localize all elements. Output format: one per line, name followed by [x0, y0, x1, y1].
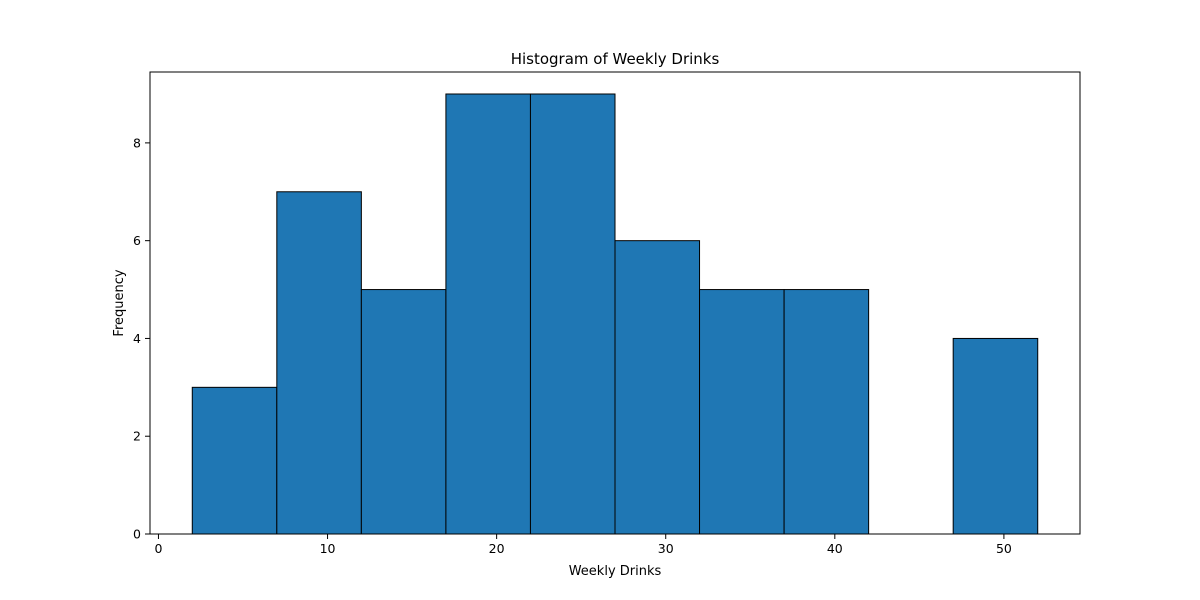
x-tick-label: 0 — [154, 541, 162, 556]
histogram-bar-3 — [445, 93, 531, 535]
plot-frame — [149, 71, 1081, 535]
y-axis-ticks: 0 2 4 6 8 — [133, 135, 150, 542]
y-tick-label: 2 — [133, 429, 141, 444]
histogram-bar-9 — [952, 337, 1039, 535]
x-tick-label: 20 — [489, 541, 505, 556]
y-tick-label: 6 — [133, 233, 141, 248]
y-axis-label: Frequency — [112, 269, 127, 336]
histogram-bar-2 — [360, 289, 447, 535]
histogram-bar-7 — [783, 289, 870, 535]
y-tick-label: 8 — [133, 135, 141, 150]
histogram-bar-4 — [529, 93, 616, 535]
y-tick-label: 0 — [133, 527, 141, 542]
histogram-bar-1 — [276, 191, 362, 535]
y-tick-label: 4 — [133, 331, 141, 346]
x-tick-label: 50 — [996, 541, 1012, 556]
x-tick-label: 10 — [320, 541, 336, 556]
histogram-bar-6 — [699, 289, 785, 535]
x-axis-ticks: 0 10 20 30 40 50 — [154, 534, 1012, 556]
bars-group — [191, 93, 1039, 535]
histogram-bar-5 — [614, 240, 701, 535]
x-axis-label: Weekly Drinks — [569, 564, 662, 579]
x-tick-label: 30 — [658, 541, 674, 556]
chart-title: Histogram of Weekly Drinks — [511, 50, 720, 68]
x-tick-label: 40 — [827, 541, 843, 556]
histogram-bar-0 — [191, 386, 278, 535]
